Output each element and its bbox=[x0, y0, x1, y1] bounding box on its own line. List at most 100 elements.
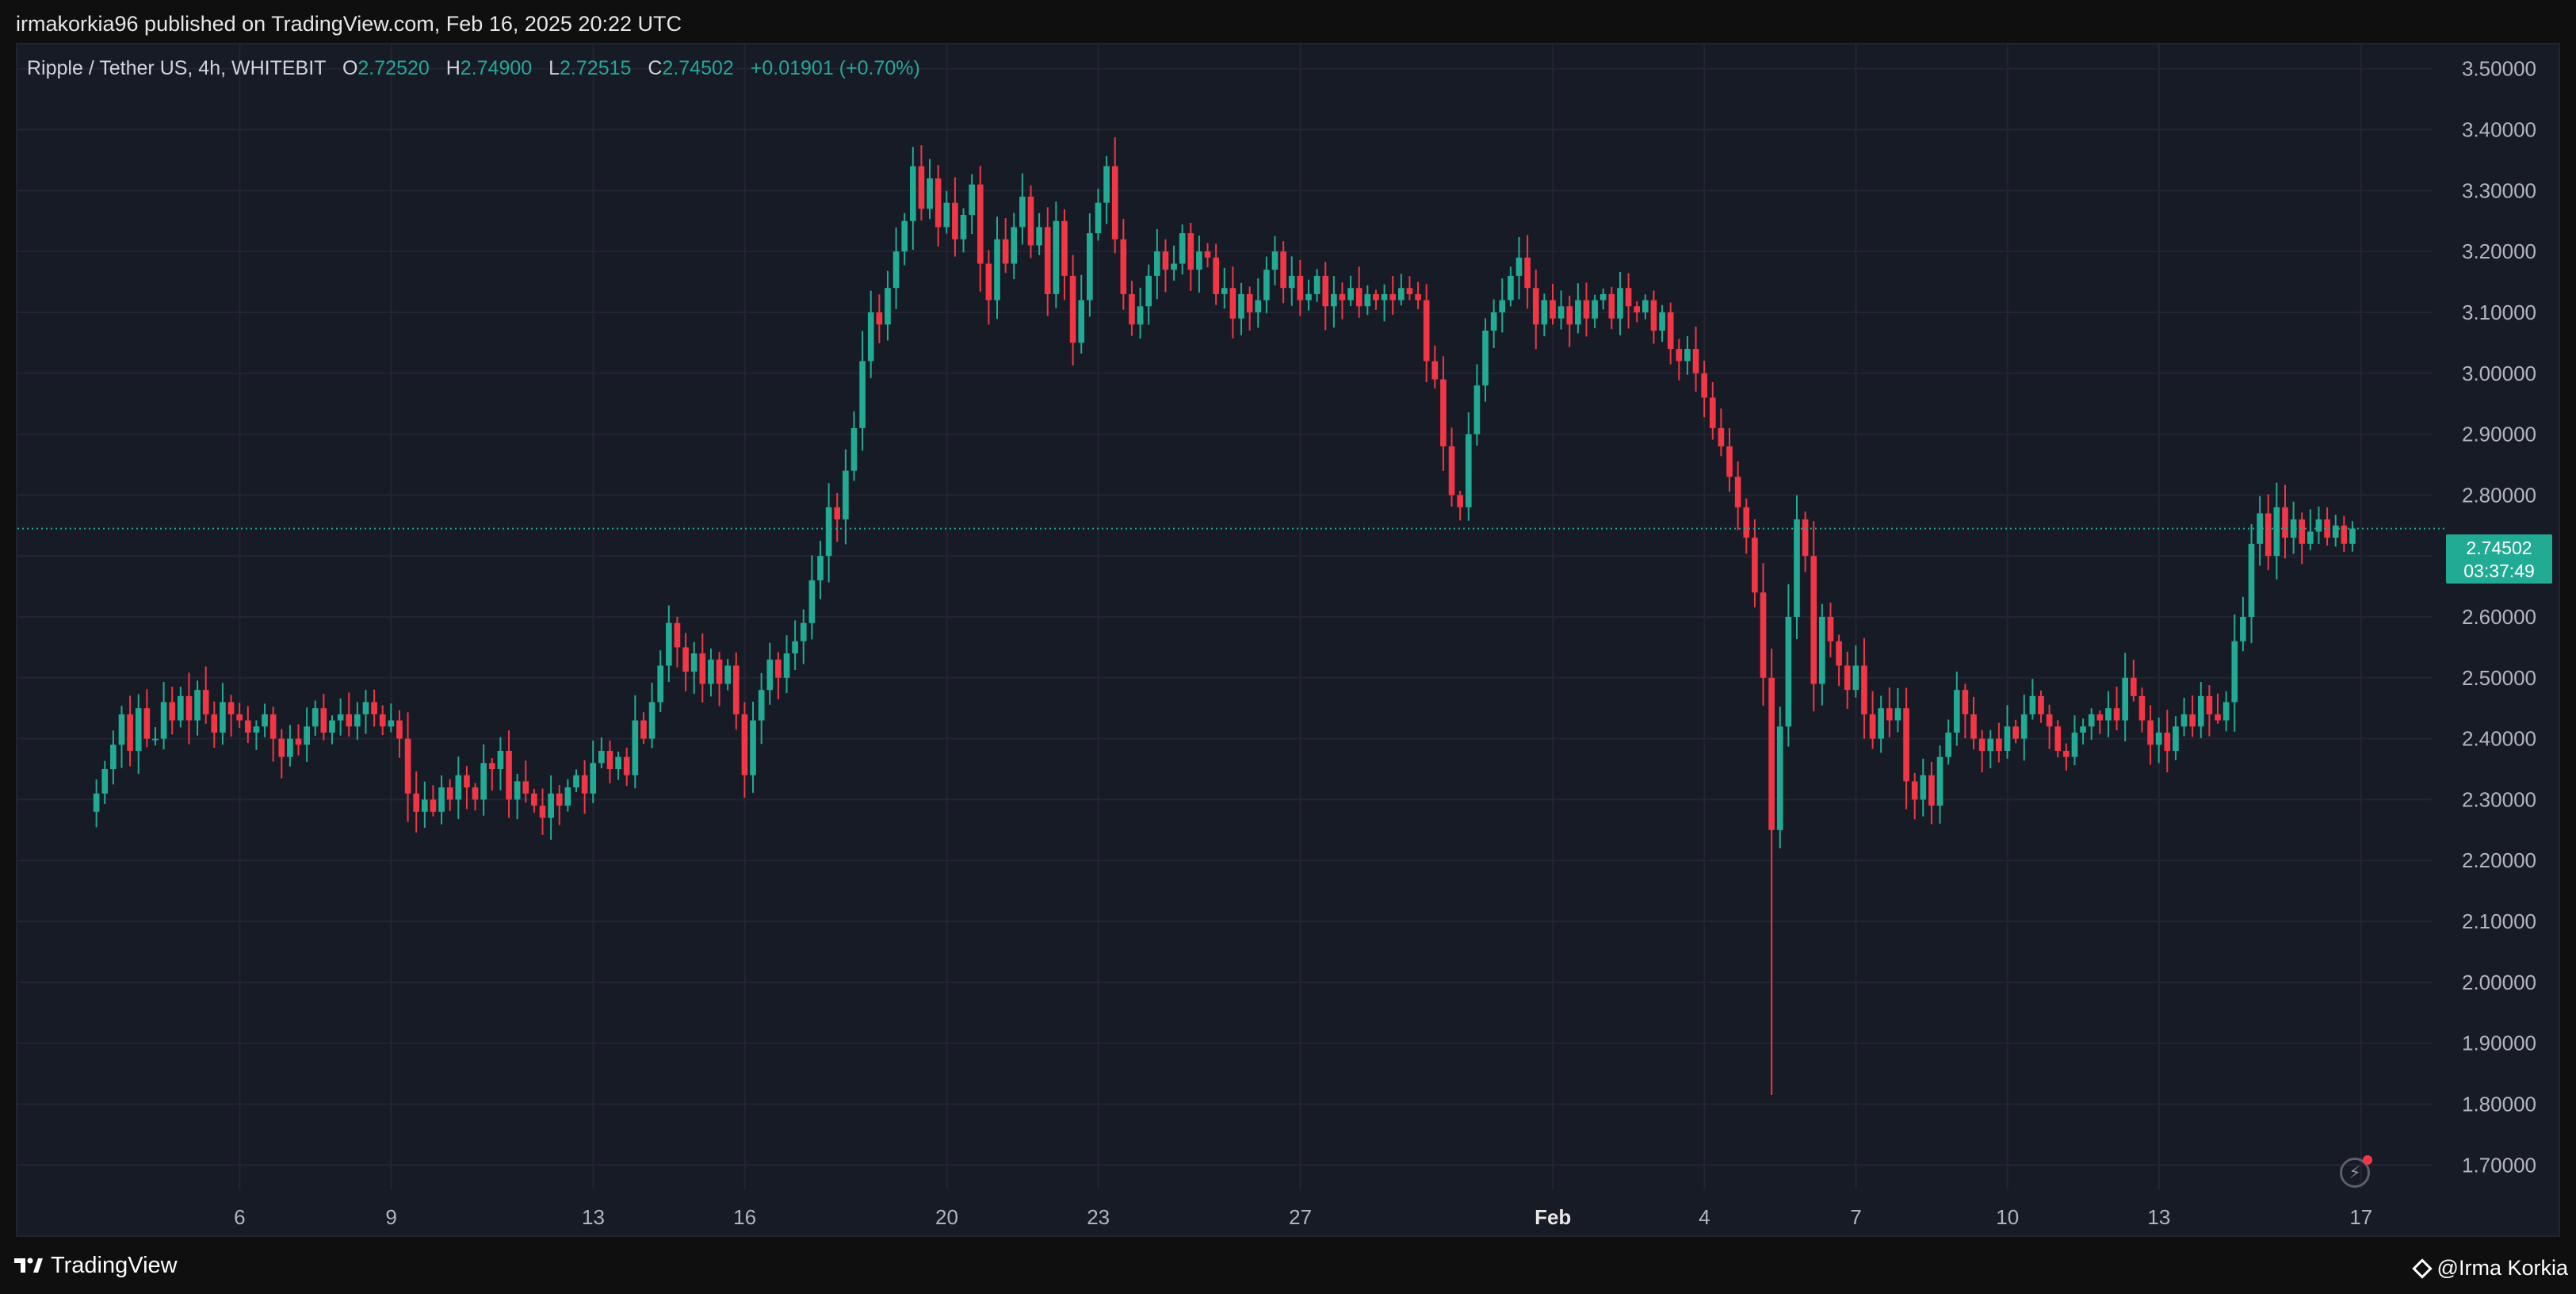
candle-body bbox=[2020, 714, 2028, 739]
candle-body bbox=[1524, 257, 1531, 289]
candle-body bbox=[2324, 519, 2330, 538]
candle-body bbox=[1019, 197, 1026, 228]
candle-body bbox=[2282, 507, 2288, 538]
candle-body bbox=[985, 263, 992, 301]
candle-body bbox=[1810, 556, 1817, 684]
legend-symbol[interactable]: Ripple / Tether US, 4h, WHITEBIT bbox=[27, 57, 326, 79]
candle-body bbox=[1886, 708, 1893, 721]
x-tick-label: 23 bbox=[1087, 1205, 1110, 1229]
candle-body bbox=[438, 787, 445, 812]
candle-body bbox=[2332, 525, 2339, 538]
footer-bar bbox=[0, 1237, 2576, 1294]
candle-body bbox=[1238, 293, 1244, 319]
candle-body bbox=[1364, 293, 1371, 307]
candle-body bbox=[337, 714, 344, 721]
candle-body bbox=[1978, 738, 1986, 751]
candle-body bbox=[1920, 775, 1927, 800]
candle-body bbox=[1667, 312, 1674, 350]
candle-body bbox=[1599, 293, 1607, 301]
tradingview-logo[interactable]: TradingView bbox=[14, 1251, 178, 1280]
candle-body bbox=[1911, 781, 1918, 800]
y-tick-label: 1.70000 bbox=[2462, 1153, 2536, 1177]
y-tick-label: 3.30000 bbox=[2462, 178, 2536, 202]
candle-body bbox=[1288, 275, 1295, 289]
candle-body bbox=[2071, 732, 2078, 757]
y-tick-label: 2.30000 bbox=[2462, 787, 2536, 811]
publish-header: irmakorkia96 published on TradingView.co… bbox=[0, 0, 2576, 48]
candle-body bbox=[1583, 300, 1590, 319]
candle-body bbox=[211, 714, 218, 733]
candle-body bbox=[413, 793, 420, 812]
y-tick-label: 3.20000 bbox=[2462, 239, 2536, 263]
candle-body bbox=[1785, 617, 1792, 727]
candle-body bbox=[943, 202, 950, 228]
candle-body bbox=[354, 714, 361, 727]
candle-body bbox=[598, 750, 605, 764]
candle-body bbox=[253, 726, 260, 733]
candle-body bbox=[2257, 513, 2263, 544]
candle-body bbox=[464, 775, 470, 788]
candle-body bbox=[1515, 257, 1523, 276]
candle-body bbox=[1255, 300, 1262, 312]
candle-body bbox=[2138, 695, 2146, 721]
candle-body bbox=[623, 756, 630, 775]
candle-body bbox=[152, 738, 159, 741]
candle-body bbox=[885, 288, 891, 325]
candle-body bbox=[1196, 251, 1202, 270]
candle-body bbox=[1676, 349, 1683, 362]
candle-body bbox=[2173, 726, 2179, 751]
candle-body bbox=[682, 647, 689, 672]
candle-body bbox=[2147, 720, 2154, 745]
candle-body bbox=[169, 702, 176, 721]
y-tick-label: 2.80000 bbox=[2462, 483, 2536, 507]
candle-body bbox=[1541, 300, 1548, 325]
candle-body bbox=[2038, 695, 2044, 714]
candle-body bbox=[388, 720, 395, 727]
author-credit[interactable]: @Irma Korkia bbox=[2411, 1256, 2568, 1281]
candle-body bbox=[1036, 227, 1042, 246]
candle-body bbox=[1153, 251, 1160, 276]
candle-body bbox=[2307, 531, 2314, 544]
candle-body bbox=[2240, 617, 2246, 641]
candle-body bbox=[2197, 695, 2204, 727]
candle-body bbox=[741, 714, 748, 775]
candle-body bbox=[514, 781, 521, 800]
candle-body bbox=[1953, 690, 1960, 733]
candle-body bbox=[1869, 714, 1876, 739]
candle-body bbox=[269, 714, 277, 739]
candle-body bbox=[666, 622, 672, 666]
candle-body bbox=[278, 738, 285, 757]
candle-body bbox=[2155, 732, 2162, 745]
candle-body bbox=[488, 763, 495, 770]
legend-low-label: L bbox=[548, 57, 560, 79]
candle-body bbox=[2096, 714, 2104, 721]
candle-body bbox=[539, 806, 546, 818]
candle-body bbox=[531, 793, 537, 806]
candle-body bbox=[2189, 714, 2196, 727]
candle-body bbox=[1936, 756, 1943, 806]
candle-body bbox=[262, 714, 268, 727]
candle-body bbox=[1592, 300, 1598, 319]
chart-frame[interactable] bbox=[16, 43, 2560, 1237]
candle-body bbox=[1473, 385, 1481, 435]
candle-body bbox=[590, 763, 597, 794]
candle-body bbox=[800, 622, 807, 641]
candle-body bbox=[1171, 263, 1177, 270]
legend-close-value: 2.74502 bbox=[662, 57, 734, 79]
candle-body bbox=[716, 659, 723, 684]
y-tick-label: 2.50000 bbox=[2462, 666, 2536, 690]
candle-body bbox=[2180, 714, 2188, 727]
flash-icon[interactable]: ⚡︎ bbox=[2340, 1155, 2372, 1188]
candle-body bbox=[1120, 239, 1127, 294]
candle-body bbox=[1331, 293, 1337, 307]
candle-body bbox=[1928, 775, 1935, 806]
candle-body bbox=[287, 738, 293, 757]
candle-body bbox=[2029, 695, 2036, 714]
y-tick-label: 3.40000 bbox=[2462, 118, 2536, 142]
candle-body bbox=[1297, 275, 1304, 301]
lightning-glyph: ⚡︎ bbox=[2349, 1162, 2361, 1182]
candle-body bbox=[1095, 202, 1102, 234]
candle-body bbox=[750, 720, 756, 775]
y-tick-label: 2.40000 bbox=[2462, 727, 2536, 751]
